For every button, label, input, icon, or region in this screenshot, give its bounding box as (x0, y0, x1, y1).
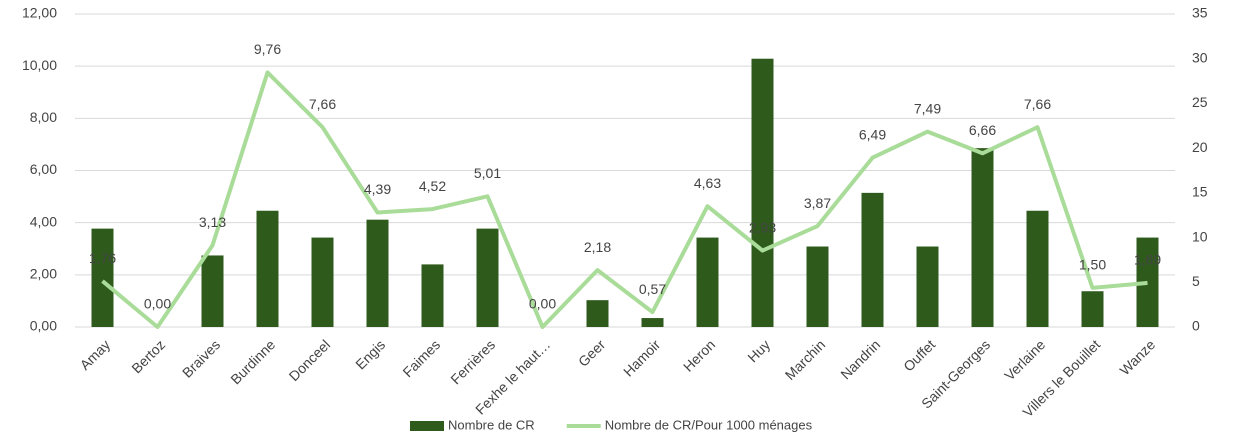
y2-tick-label: 25 (1192, 94, 1208, 110)
bar (421, 264, 444, 327)
y-tick-label: 0,00 (30, 318, 57, 334)
bar (1136, 237, 1159, 327)
bar (751, 58, 774, 327)
bar (311, 237, 334, 327)
x-tick-label: Donceel (286, 336, 334, 384)
x-tick-label: Nandrin (837, 336, 883, 382)
data-label: 6,49 (859, 126, 886, 142)
bar (201, 255, 224, 327)
x-tick-label: Faimes (399, 336, 443, 380)
x-tick-label: Marchin (782, 336, 829, 383)
legend-label: Nombre de CR/Pour 1000 ménages (605, 417, 813, 432)
y2-tick-label: 15 (1192, 184, 1208, 200)
bar (861, 192, 884, 327)
x-tick-label: Wanze (1116, 336, 1158, 378)
x-tick-label: Ferrières (447, 336, 498, 387)
y2-tick-label: 35 (1192, 5, 1208, 21)
data-label: 5,01 (474, 165, 501, 181)
data-label: 0,57 (639, 281, 666, 297)
data-label: 1,50 (1079, 257, 1106, 273)
bar (1081, 291, 1104, 327)
x-tick-label: Heron (680, 336, 718, 374)
y2-tick-label: 20 (1192, 139, 1208, 155)
data-label: 3,13 (199, 214, 226, 230)
x-tick-label: Hamoir (620, 336, 663, 379)
x-tick-label: Huy (744, 336, 773, 365)
bar (91, 228, 114, 327)
x-tick-label: Braives (179, 336, 223, 380)
y-tick-label: 6,00 (30, 161, 57, 177)
y-tick-label: 10,00 (22, 57, 57, 73)
bar (806, 246, 829, 327)
y2-tick-label: 5 (1192, 273, 1200, 289)
legend-label: Nombre de CR (448, 417, 535, 432)
data-label: 1,76 (89, 250, 116, 266)
data-label: 6,66 (969, 122, 996, 138)
x-tick-label: Burdinne (227, 336, 278, 387)
bar (586, 300, 609, 327)
line (101, 70, 1148, 329)
data-label: 4,63 (694, 175, 721, 191)
x-tick-label: Verlaine (1001, 336, 1048, 383)
data-label: 2,18 (584, 239, 611, 255)
bar (256, 210, 279, 327)
bar (696, 237, 719, 327)
legend-swatch (410, 421, 444, 431)
x-tick-label: Amay (77, 336, 114, 373)
x-tick-label: Bertoz (128, 336, 168, 376)
bar (476, 228, 499, 327)
bar (1026, 210, 1049, 327)
data-label: 4,52 (419, 178, 446, 194)
y-tick-label: 4,00 (30, 213, 57, 229)
x-tick-label: Ouffet (900, 336, 938, 374)
data-label: 7,66 (1024, 96, 1051, 112)
bar (366, 219, 389, 327)
bar (971, 148, 994, 327)
y-tick-label: 2,00 (30, 266, 57, 282)
data-label: 0,00 (529, 296, 556, 312)
y2-tick-label: 0 (1192, 318, 1200, 334)
y2-tick-label: 10 (1192, 228, 1208, 244)
data-label: 7,66 (309, 96, 336, 112)
bar (641, 318, 664, 327)
y-tick-label: 12,00 (22, 5, 57, 21)
y-tick-label: 8,00 (30, 109, 57, 125)
data-label: 7,49 (914, 100, 941, 116)
data-label: 0,00 (144, 296, 171, 312)
data-label: 3,87 (804, 195, 831, 211)
x-tick-label: Engis (352, 336, 388, 372)
data-label: 1,69 (1134, 252, 1161, 268)
data-label: 9,76 (254, 41, 281, 57)
data-label: 4,39 (364, 181, 391, 197)
y2-tick-label: 30 (1192, 49, 1208, 65)
data-label: 2,93 (749, 219, 776, 235)
bar (916, 246, 939, 327)
x-tick-label: Geer (575, 336, 609, 370)
